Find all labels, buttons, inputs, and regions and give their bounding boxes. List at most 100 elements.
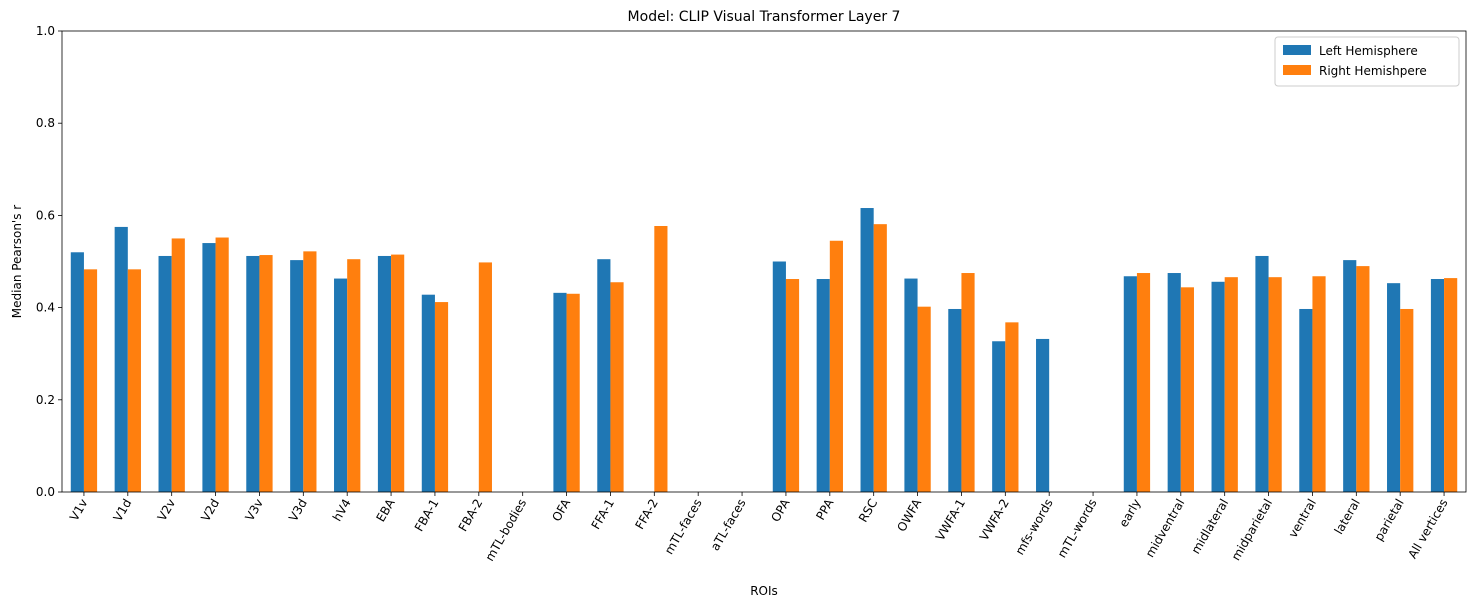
x-tick-label: midventral <box>1143 497 1188 560</box>
y-axis: 0.0 0.2 0.4 0.6 0.8 1.0 <box>36 24 62 499</box>
x-axis-title: ROIs <box>750 584 778 598</box>
bar-left-vwfa-1 <box>948 308 962 492</box>
legend-swatch <box>1283 45 1311 55</box>
x-tick-label: RSC <box>856 497 880 525</box>
bar-right-midlateral <box>1224 277 1238 492</box>
x-tick-label: EBA <box>374 496 399 524</box>
bar-left-lateral <box>1343 260 1357 492</box>
bar-right-v2d <box>215 237 229 492</box>
x-tick-label: mfs-words <box>1013 497 1056 558</box>
bar-left-opa <box>772 261 786 492</box>
bar-left-ofa <box>553 292 567 492</box>
bar-right-fba-2 <box>478 262 492 492</box>
legend: Left Hemisphere Right Hemishpere <box>1274 36 1460 87</box>
bar-right-ppa <box>829 240 843 492</box>
bar-left-v1v <box>70 252 84 492</box>
legend-swatch <box>1283 65 1311 75</box>
x-tick-label: V1d <box>111 497 135 524</box>
bar-left-v2d <box>202 243 216 492</box>
bar-left-fba-1 <box>421 294 435 492</box>
y-tick-label: 1.0 <box>36 24 55 38</box>
bar-left-midlateral <box>1211 281 1225 492</box>
bar-left-owfa <box>904 278 918 492</box>
bar-right-fba-1 <box>434 302 449 492</box>
y-tick-label: 0.4 <box>36 301 55 315</box>
x-tick-label: OFA <box>549 496 573 524</box>
x-tick-label: V3d <box>286 497 310 524</box>
bar-right-rsc <box>873 224 887 492</box>
x-tick-label: lateral <box>1332 497 1363 537</box>
bar-left-mfs-words <box>1036 338 1050 492</box>
bar-right-v2v <box>171 238 185 492</box>
bar-left-ventral <box>1299 308 1313 492</box>
bar-left-ppa <box>816 279 830 492</box>
bar-right-opa <box>785 279 800 492</box>
bar-left-all-vertices <box>1430 279 1445 492</box>
legend-label: Right Hemishpere <box>1319 64 1427 78</box>
bar-left-parietal <box>1387 283 1401 492</box>
bar-right-midparietal <box>1268 277 1282 492</box>
x-tick-label: OPA <box>768 496 793 525</box>
bar-right-v3v <box>259 255 273 492</box>
chart-title: Model: CLIP Visual Transformer Layer 7 <box>628 9 901 25</box>
bar-right-ventral <box>1312 276 1326 492</box>
y-axis-title: Median Pearson's r <box>10 205 24 319</box>
bar-right-parietal <box>1400 308 1414 492</box>
x-tick-label: OWFA <box>894 496 924 534</box>
bar-right-eba <box>391 254 405 492</box>
bar-right-v3d <box>303 251 317 492</box>
bar-left-v2v <box>158 255 172 492</box>
x-tick-label: mTL-bodies <box>482 497 529 564</box>
bar-right-midventral <box>1180 287 1194 492</box>
x-tick-label: mTL-faces <box>662 497 705 557</box>
bar-right-vwfa-2 <box>1005 322 1019 492</box>
x-tick-label: hV4 <box>330 497 354 524</box>
legend-box <box>1274 36 1460 87</box>
plot-frame <box>61 30 1467 493</box>
x-tick-label: aTL-faces <box>708 497 749 554</box>
x-tick-label: PPA <box>813 496 836 523</box>
x-axis: V1v V1d V2v V2d V3v V3d hV4 EBA FBA-1 FBA-2mTL-bo… <box>67 492 1451 564</box>
y-tick-label: 0.8 <box>36 116 55 130</box>
legend-label: Left Hemisphere <box>1319 44 1418 58</box>
bar-right-ofa <box>566 293 580 492</box>
bar-right-lateral <box>1356 266 1370 492</box>
x-tick-label: V2v <box>155 497 179 524</box>
x-tick-label: VWFA-1 <box>933 497 968 544</box>
x-tick-label: VWFA-2 <box>977 497 1012 544</box>
bar-left-eba <box>377 255 392 492</box>
bar-left-midventral <box>1167 273 1181 492</box>
bar-left-v3v <box>246 255 260 492</box>
bar-right-v1v <box>83 269 98 492</box>
x-tick-label: All vertices <box>1405 497 1450 561</box>
bar-right-v1d <box>127 269 141 492</box>
x-tick-label: midlateral <box>1189 497 1232 557</box>
x-tick-label: FBA-1 <box>412 497 442 534</box>
bar-left-hv4 <box>334 278 348 492</box>
x-tick-label: FBA-2 <box>456 497 486 534</box>
bar-left-ffa-1 <box>597 259 611 492</box>
bar-right-hv4 <box>347 259 361 492</box>
bar-left-v1d <box>114 226 128 493</box>
x-tick-label: midparietal <box>1229 497 1275 563</box>
bar-left-midparietal <box>1255 255 1269 492</box>
x-tick-label: early <box>1116 497 1143 530</box>
x-tick-label: mTL-words <box>1055 497 1100 561</box>
bars-group <box>70 208 1458 493</box>
bar-right-all-vertices <box>1444 278 1458 492</box>
y-tick-label: 0.6 <box>36 208 55 222</box>
bar-right-owfa <box>917 306 931 492</box>
x-tick-label: FFA-2 <box>632 497 660 532</box>
x-tick-label: V2d <box>198 497 222 524</box>
x-tick-label: ventral <box>1286 497 1319 541</box>
bar-left-rsc <box>860 208 874 493</box>
bar-right-early <box>1136 273 1151 492</box>
x-tick-label: V3v <box>242 497 266 524</box>
x-tick-label: parietal <box>1372 497 1407 544</box>
bar-right-ffa-2 <box>654 226 668 493</box>
bar-left-early <box>1123 276 1137 492</box>
x-tick-label: FFA-1 <box>589 497 617 532</box>
bar-left-v3d <box>290 260 304 492</box>
y-tick-label: 0.2 <box>36 393 55 407</box>
